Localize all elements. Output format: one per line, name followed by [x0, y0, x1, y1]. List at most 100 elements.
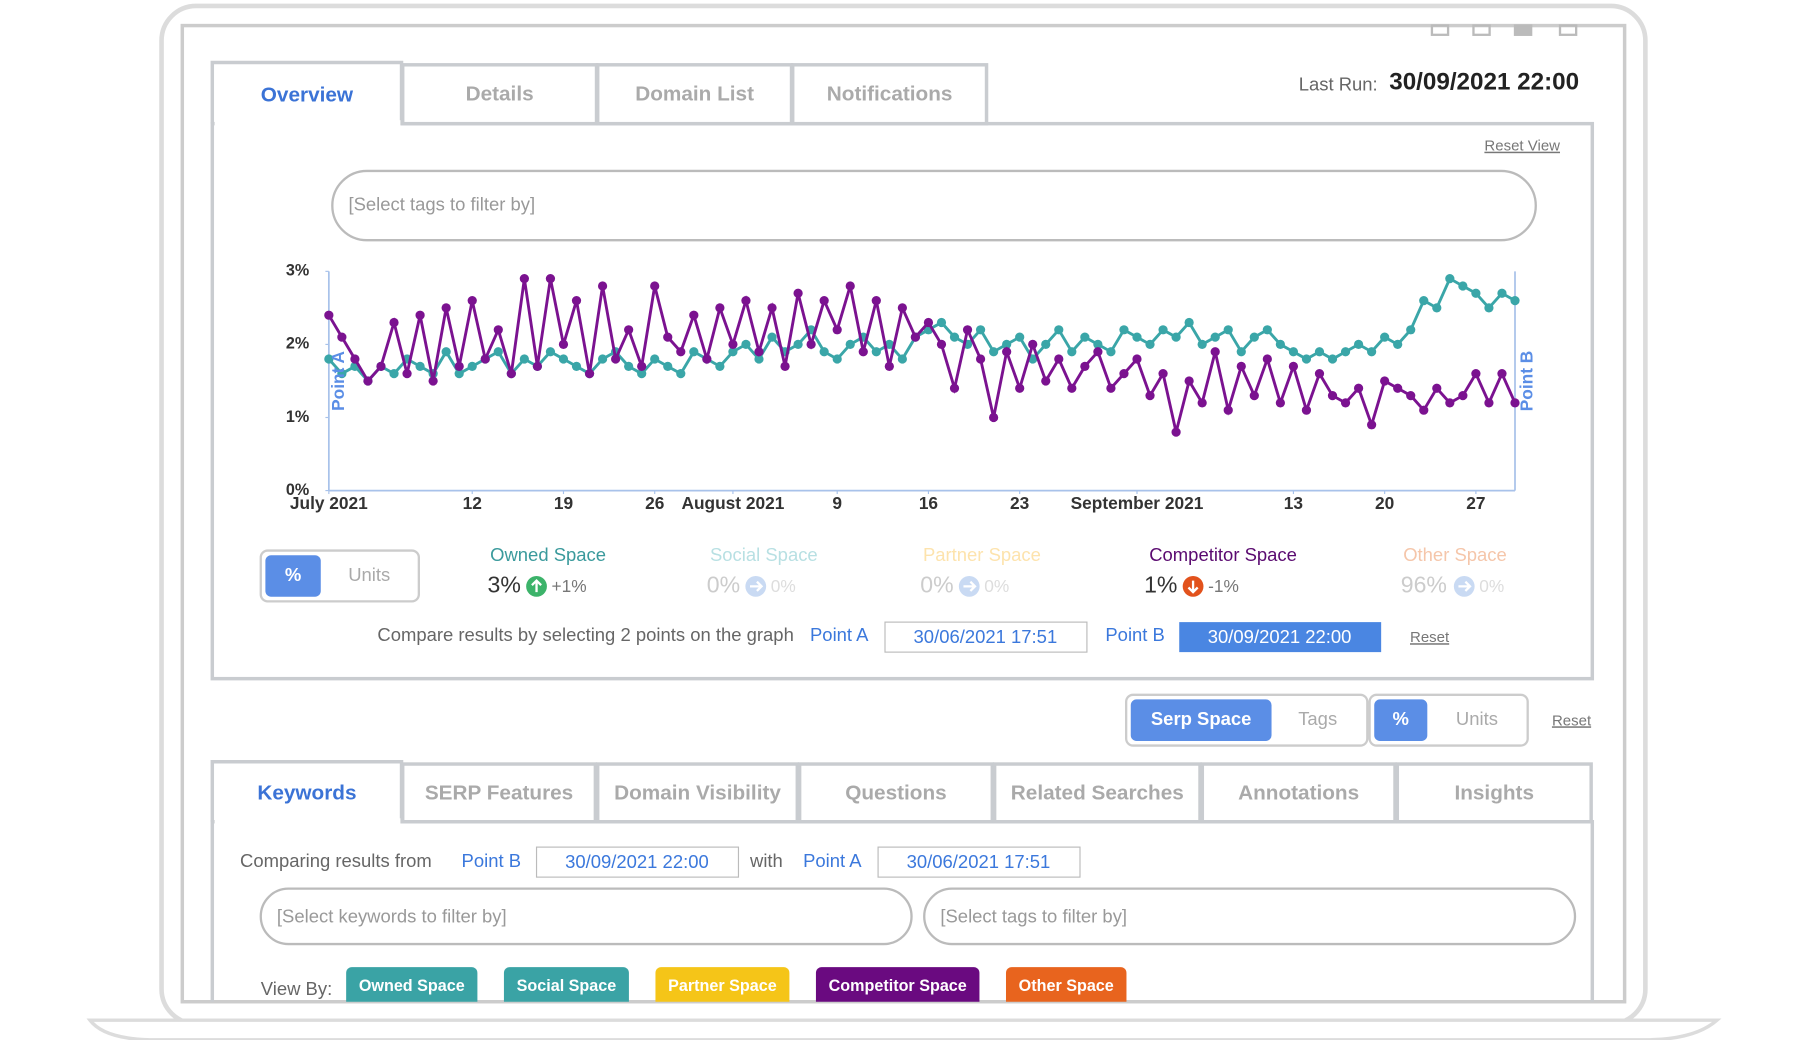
data-point [1367, 420, 1377, 430]
data-point [1119, 325, 1129, 335]
tag-filter[interactable] [331, 169, 1537, 242]
data-point [1262, 325, 1272, 335]
badge[interactable] [1005, 967, 1127, 1009]
data-point [676, 347, 686, 357]
data-point [871, 295, 881, 306]
date-input[interactable] [535, 846, 740, 878]
tag-filter[interactable] [923, 887, 1577, 946]
data-point [1093, 339, 1103, 350]
keyword-filter[interactable] [259, 887, 913, 946]
data-point [650, 354, 660, 364]
data-point [1288, 347, 1299, 357]
toggle-label[interactable]: Tags [1298, 708, 1337, 729]
point-label: Point A [810, 624, 869, 645]
badge[interactable] [655, 967, 790, 1009]
tab[interactable]: Details [466, 82, 534, 105]
data-point [1445, 398, 1455, 408]
tab[interactable]: Domain List [635, 82, 754, 105]
tab-outline [1395, 762, 1593, 824]
data-point [415, 310, 425, 320]
tab-outline [790, 63, 989, 126]
summary-name: Owned Space [490, 544, 606, 565]
data-point [1353, 383, 1364, 393]
data-point [1484, 303, 1494, 313]
data-point [1015, 332, 1025, 342]
data-point [1145, 339, 1155, 350]
tab-outline [797, 762, 995, 824]
data-point [1380, 376, 1390, 386]
data-point [1340, 398, 1351, 408]
arrow [531, 578, 542, 593]
data-point [1510, 295, 1520, 306]
data-point [467, 361, 477, 371]
tab[interactable]: Annotations [1238, 782, 1359, 805]
badge[interactable] [815, 967, 980, 1009]
data-point [923, 317, 934, 328]
data-point [1015, 383, 1025, 393]
active-tab-gap [214, 818, 401, 826]
data-point [1106, 383, 1116, 393]
data-point [624, 325, 634, 335]
data-point [337, 332, 347, 342]
data-point [1106, 347, 1116, 357]
data-point [1471, 288, 1481, 298]
data-point [1275, 339, 1285, 350]
x-tick-label: 13 [1284, 493, 1303, 513]
tab[interactable]: Related Searches [1011, 782, 1184, 805]
date-input[interactable] [877, 846, 1081, 878]
summary-name: Competitor Space [1149, 544, 1297, 565]
data-point [819, 347, 829, 357]
data-point [1132, 332, 1142, 342]
tab[interactable]: Keywords [257, 782, 356, 805]
data-point [1353, 339, 1364, 350]
x-tick-label: 20 [1375, 493, 1394, 513]
badge-label: Partner Space [668, 977, 777, 995]
data-point [1510, 398, 1520, 408]
toggle-button-active[interactable] [1374, 699, 1428, 741]
data-point [819, 295, 829, 306]
tab[interactable]: SERP Features [425, 782, 573, 805]
data-point [1210, 347, 1220, 357]
x-tick-label: 26 [645, 493, 664, 513]
data-point [1497, 369, 1507, 379]
arrow [1187, 580, 1199, 594]
toggle-button-active[interactable] [265, 555, 321, 597]
data-point [324, 310, 334, 320]
compare-text: Compare results by selecting 2 points on… [377, 624, 793, 645]
badge[interactable] [503, 967, 629, 1009]
data-point [676, 369, 686, 379]
date-input[interactable] [884, 621, 1088, 653]
tab[interactable]: Notifications [827, 82, 953, 105]
tab-outline [992, 762, 1202, 824]
data-point [1314, 347, 1325, 357]
tab[interactable]: Overview [261, 83, 354, 106]
data-point [715, 361, 725, 371]
summary-change: -1% [1208, 576, 1239, 596]
toggle-button-active[interactable] [1130, 699, 1272, 741]
date-value: 30/09/2021 22:00 [565, 851, 709, 872]
date-value: 30/06/2021 17:51 [914, 626, 1058, 647]
toggle-label[interactable]: Units [1456, 708, 1498, 729]
tab[interactable]: Insights [1454, 782, 1534, 805]
badge[interactable] [346, 967, 478, 1009]
reset-link[interactable]: Reset [1552, 712, 1592, 729]
data-point [532, 361, 543, 371]
data-point [832, 325, 842, 335]
reset-link[interactable]: Reset [1410, 629, 1450, 646]
data-point [1054, 325, 1064, 335]
tab[interactable]: Domain Visibility [614, 782, 781, 805]
toggle-label[interactable]: Units [348, 564, 390, 585]
data-point [1054, 354, 1064, 364]
tag-filter-placeholder: [Select tags to filter by] [940, 905, 1127, 926]
data-point [363, 376, 373, 386]
data-point [519, 354, 529, 364]
point-marker-label: Point B [1516, 351, 1536, 412]
data-point [975, 354, 986, 364]
x-tick-label: 19 [554, 493, 573, 513]
date-input-active[interactable] [1179, 622, 1382, 653]
reset-view[interactable]: Reset View [1484, 138, 1560, 155]
data-point [454, 361, 464, 371]
tab[interactable]: Questions [845, 782, 946, 805]
badge-label: Competitor Space [829, 977, 967, 995]
badge-label: Social Space [517, 977, 617, 995]
